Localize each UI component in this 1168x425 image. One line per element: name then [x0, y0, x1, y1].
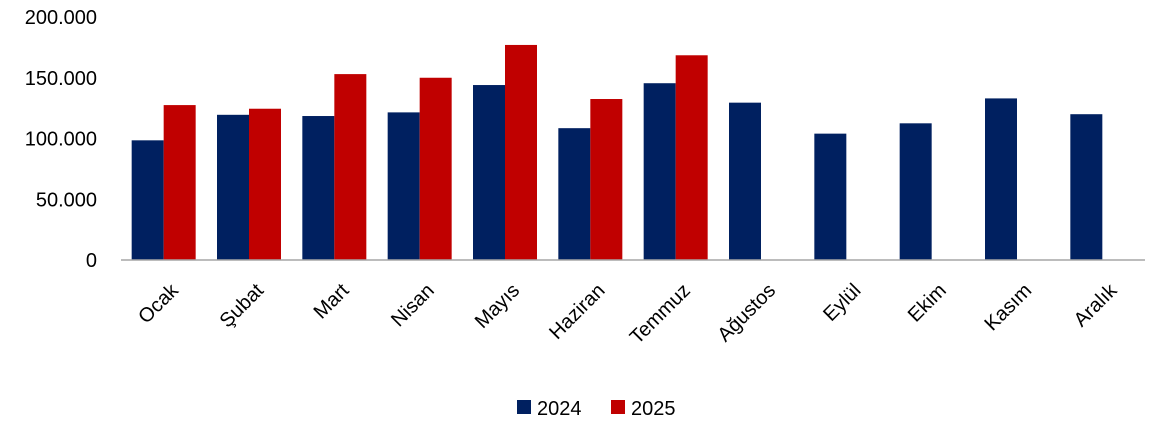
- y-tick-label: 100.000: [25, 129, 97, 151]
- x-tick-label: Ağustos: [713, 280, 780, 347]
- bar-2024-2: [302, 116, 335, 261]
- x-tick-label: Eylül: [819, 280, 865, 326]
- y-tick-label: 150.000: [25, 68, 97, 90]
- legend-label-2025: 2025: [631, 398, 676, 420]
- x-tick-label: Nisan: [387, 280, 439, 332]
- y-tick-label: 200.000: [25, 7, 97, 29]
- x-tick-label: Şubat: [216, 279, 269, 332]
- bar-2025-2: [334, 74, 367, 260]
- x-tick-label: Temmuz: [626, 280, 695, 349]
- bar-2024-10: [985, 98, 1017, 260]
- legend: 2024 2025: [517, 398, 676, 420]
- bar-2025-5: [590, 99, 623, 260]
- bars: [131, 44, 1103, 261]
- x-axis-labels: Ocak Şubat Mart Nisan Mayıs Haziran Temmuz Ağus…: [134, 279, 1122, 349]
- bar-2024-4: [473, 85, 505, 260]
- bar-2025-1: [249, 108, 281, 260]
- bar-2024-3: [387, 112, 420, 260]
- x-tick-label: Mart: [310, 279, 354, 323]
- bar-2025-6: [675, 55, 708, 261]
- legend-label-2024: 2024: [537, 398, 582, 420]
- x-tick-label: Ocak: [134, 279, 183, 328]
- bar-2024-5: [558, 128, 591, 260]
- bar-2025-0: [163, 105, 196, 261]
- x-tick-label: Aralık: [1070, 279, 1122, 331]
- bar-2024-11: [1070, 114, 1103, 260]
- bar-2024-8: [814, 133, 847, 260]
- x-tick-label: Kasım: [981, 280, 1037, 336]
- x-tick-label: Haziran: [545, 280, 609, 344]
- legend-swatch-2025: [611, 400, 625, 414]
- legend-swatch-2024: [517, 400, 531, 414]
- bar-2025-4: [505, 44, 537, 260]
- y-tick-label: 50.000: [36, 189, 97, 211]
- x-tick-label: Ekim: [904, 280, 951, 327]
- bar-2024-9: [899, 123, 932, 260]
- bar-2024-1: [217, 114, 249, 261]
- bar-2024-7: [729, 102, 761, 260]
- bar-2024-6: [643, 83, 676, 260]
- x-tick-label: Mayıs: [471, 280, 524, 333]
- y-tick-label: 0: [86, 250, 97, 272]
- bar-2024-0: [131, 140, 164, 260]
- bar-2025-3: [419, 77, 452, 260]
- y-axis-ticks: 0 50.000 100.000 150.000 200.000: [25, 7, 97, 272]
